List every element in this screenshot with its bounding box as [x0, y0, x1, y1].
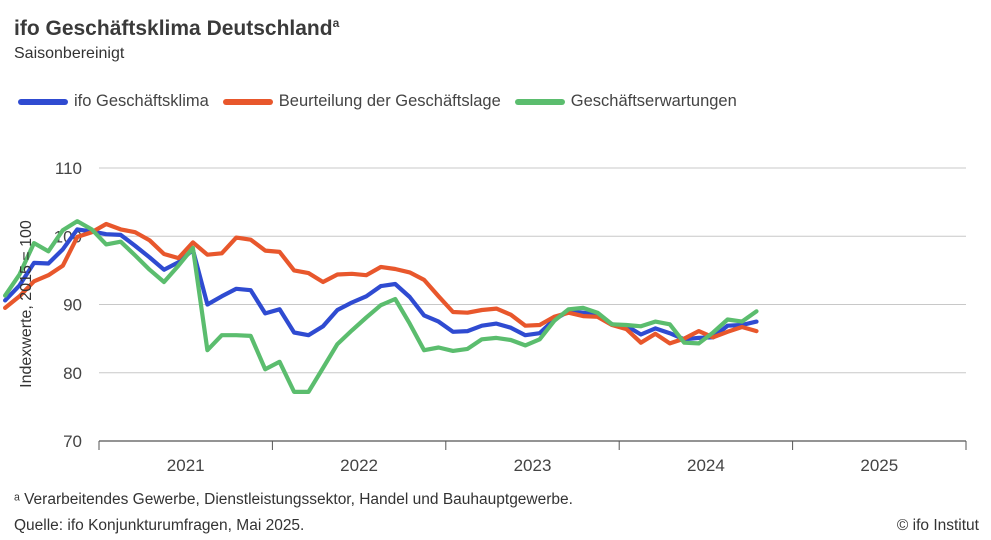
series-layer: [2, 219, 759, 394]
x-tick-label: 2023: [514, 456, 552, 475]
x-tick-label: 2025: [860, 456, 898, 475]
y-axis-label: Indexwerte, 2015 = 100: [18, 220, 35, 388]
legend-label-geschaeftserwartungen: Geschäftserwartungen: [570, 92, 737, 110]
x-tick-label: 2024: [687, 456, 725, 475]
y-tick-label: 80: [63, 364, 82, 383]
chart-legend: ifo Geschäftsklima Beurteilung der Gesch…: [18, 92, 751, 111]
y-tick-label: 90: [63, 296, 82, 315]
series-line-1: [2, 227, 759, 342]
x-tick-label: 2022: [340, 456, 378, 475]
legend-swatch-geschaeftsklima: [18, 98, 68, 105]
series-line-3: [2, 219, 759, 394]
copyright: © ifo Institut: [896, 517, 979, 534]
legend-item-geschaeftslage: Beurteilung der Geschäftslage: [222, 92, 501, 111]
legend-label-geschaeftsklima: ifo Geschäftsklima: [74, 92, 209, 110]
chart-subtitle: Saisonbereinigt: [14, 45, 125, 62]
grid-layer: [99, 167, 966, 442]
legend-label-geschaeftslage: Beurteilung der Geschäftslage: [278, 92, 501, 110]
title-footnote-marker: a: [332, 16, 340, 30]
y-tick-label: 110: [55, 159, 82, 178]
x-tick-label: 2021: [167, 456, 205, 475]
chart-title: ifo Geschäftsklima Deutschlanda: [14, 16, 340, 40]
legend-item-geschaeftserwartungen: Geschäftserwartungen: [514, 92, 737, 111]
series-line-2: [2, 221, 759, 346]
legend-swatch-geschaeftserwartungen: [514, 98, 565, 105]
source-note: Quelle: ifo Konjunkturumfragen, Mai 2025…: [14, 517, 305, 534]
y-tick-label: 70: [63, 432, 82, 451]
legend-swatch-geschaeftslage: [222, 98, 273, 105]
footnote: ᵃ Verarbeitendes Gewerbe, Dienstleistung…: [14, 491, 573, 508]
legend-item-geschaeftsklima: ifo Geschäftsklima: [18, 92, 209, 111]
